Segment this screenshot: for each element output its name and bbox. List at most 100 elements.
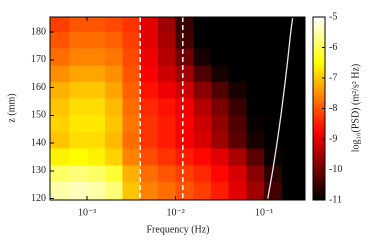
- heatmap-cell: [211, 148, 230, 166]
- heatmap-cell: [122, 48, 141, 66]
- heatmap-cell: [281, 65, 306, 83]
- heatmap-cell: [50, 81, 71, 100]
- heatmap-cell: [140, 148, 159, 166]
- heatmap-cell: [140, 131, 159, 150]
- heatmap-cell: [264, 98, 283, 116]
- heatmap-cell: [193, 31, 212, 50]
- heatmap-cell: [140, 115, 159, 133]
- heatmap-cell: [122, 131, 141, 150]
- heatmap-cell: [211, 165, 230, 183]
- heatmap-cell: [87, 115, 106, 133]
- heatmap-cell: [175, 98, 194, 116]
- heatmap-cell: [228, 31, 247, 50]
- heatmap-cell: [246, 148, 265, 166]
- heatmap-cell: [69, 98, 88, 116]
- heatmap-cell: [246, 165, 265, 183]
- heatmap-cell: [246, 65, 265, 83]
- heatmap-cell: [69, 181, 88, 201]
- heatmap-cell: [264, 131, 283, 150]
- heatmap-cell: [175, 148, 194, 166]
- heatmap-cell: [193, 115, 212, 133]
- heatmap-cell: [175, 17, 194, 33]
- heatmap-cell: [193, 81, 212, 100]
- y-tick-label: 170: [31, 54, 46, 65]
- heatmap-cell: [211, 48, 230, 66]
- heatmap-cell: [175, 115, 194, 133]
- heatmap-cell: [157, 81, 177, 100]
- heatmap-cell: [228, 165, 247, 183]
- heatmap-cell: [87, 165, 106, 183]
- heatmap-cell: [104, 148, 124, 166]
- colorbar-tick-label: -8: [329, 103, 337, 114]
- heatmap-cell: [193, 98, 212, 116]
- heatmap-cell: [193, 48, 212, 66]
- heatmap-cell: [87, 17, 106, 33]
- heatmap-cell: [175, 48, 194, 66]
- heatmap-cell: [122, 115, 141, 133]
- colorbar-tick-label: -9: [329, 133, 337, 144]
- heatmap-cell: [264, 181, 283, 201]
- heatmap-cell: [140, 48, 159, 66]
- heatmap-cell: [104, 115, 124, 133]
- heatmap-cell: [104, 98, 124, 116]
- heatmap-cell: [228, 17, 247, 33]
- colorbar-tick-label: -5: [329, 11, 337, 22]
- heatmap-cell: [69, 115, 88, 133]
- heatmap-cell: [87, 98, 106, 116]
- heatmap-cell: [246, 115, 265, 133]
- y-tick-label: 150: [31, 110, 46, 121]
- x-axis-label: Frequency (Hz): [146, 224, 209, 235]
- heatmap-cell: [104, 165, 124, 183]
- heatmap-cell: [246, 81, 265, 100]
- heatmap-cell: [157, 98, 177, 116]
- heatmap-cell: [69, 48, 88, 66]
- heatmap-cell: [211, 17, 230, 33]
- heatmap-cell: [69, 65, 88, 83]
- heatmap-cell: [50, 165, 71, 183]
- heatmap-cell: [228, 98, 247, 116]
- heatmap-cell: [264, 81, 283, 100]
- heatmap-cell: [281, 48, 306, 66]
- heatmap-cell: [87, 31, 106, 50]
- heatmap-cell: [193, 17, 212, 33]
- heatmap-cell: [157, 48, 177, 66]
- heatmap-cell: [122, 31, 141, 50]
- heatmap-cell: [228, 65, 247, 83]
- heatmap-cell: [69, 165, 88, 183]
- heatmap-cell: [228, 131, 247, 150]
- heatmap-cell: [157, 65, 177, 83]
- heatmap-cell: [281, 148, 306, 166]
- heatmap-cell: [69, 148, 88, 166]
- y-axis-label: z (mm): [6, 93, 17, 122]
- heatmap-cell: [87, 148, 106, 166]
- x-tick-label: 10⁻¹: [255, 207, 273, 218]
- heatmap-cell: [246, 98, 265, 116]
- heatmap-cell: [281, 165, 306, 183]
- heatmap-cell: [157, 181, 177, 201]
- heatmap-cell: [69, 31, 88, 50]
- colorbar-tick-label: -10: [329, 164, 342, 175]
- heatmap-cell: [69, 81, 88, 100]
- heatmap-cell: [157, 165, 177, 183]
- y-tick-label: 140: [31, 137, 46, 148]
- heatmap-cell: [228, 115, 247, 133]
- heatmap-cell: [228, 181, 247, 201]
- heatmap-cell: [87, 81, 106, 100]
- heatmap-cell: [87, 131, 106, 150]
- heatmap-cell: [281, 131, 306, 150]
- heatmap-cell: [122, 181, 141, 201]
- heatmap-cell: [281, 98, 306, 116]
- heatmap-cell: [140, 181, 159, 201]
- heatmap-cell: [175, 131, 194, 150]
- heatmap-cell: [50, 148, 71, 166]
- heatmap-cell: [122, 148, 141, 166]
- heatmap-cell: [246, 31, 265, 50]
- heatmap-cell: [157, 148, 177, 166]
- heatmap-cell: [157, 31, 177, 50]
- heatmap-cell: [175, 81, 194, 100]
- heatmap-cell: [50, 48, 71, 66]
- heatmap-cell: [140, 31, 159, 50]
- heatmap-cell: [281, 115, 306, 133]
- heatmap-cell: [211, 115, 230, 133]
- heatmap-cell: [211, 181, 230, 201]
